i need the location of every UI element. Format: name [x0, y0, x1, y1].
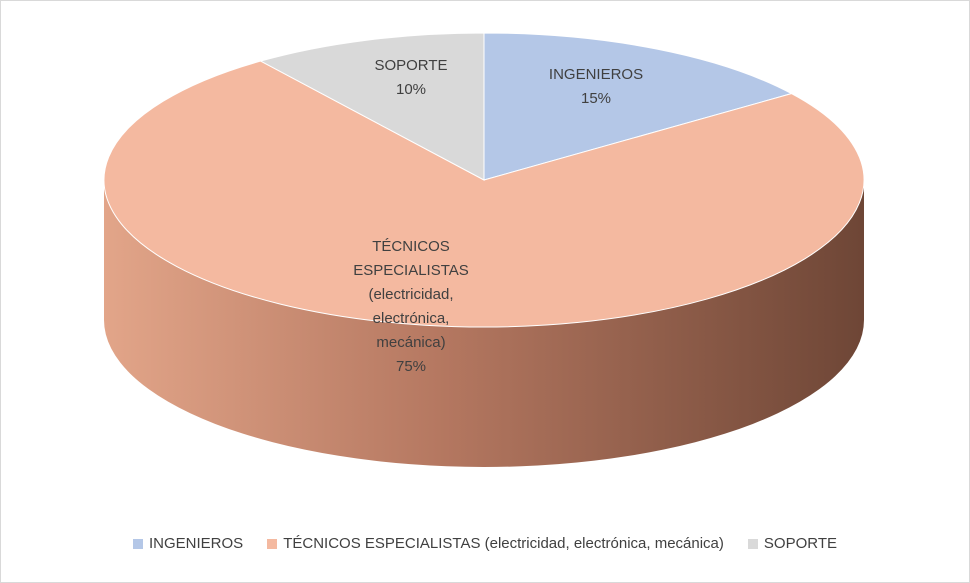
data-label-line: (electricidad,: [368, 286, 453, 303]
data-label-line: ESPECIALISTAS: [353, 262, 469, 279]
data-label-line: 15%: [581, 90, 611, 107]
pie-slices: [103, 32, 865, 328]
data-labels: INGENIEROS 15% TÉCNICOS ESPECIALISTAS (elect…: [353, 57, 643, 375]
legend-swatch-ingenieros: [133, 538, 143, 549]
data-label-line: electrónica,: [373, 310, 450, 327]
data-label-soporte: SOPORTE 10%: [374, 57, 447, 98]
pie-side-tecnicos: [104, 180, 864, 467]
data-label-line: INGENIEROS: [549, 66, 643, 83]
data-label-ingenieros: INGENIEROS 15%: [549, 66, 643, 107]
legend-item-soporte: SOPORTE: [747, 535, 837, 552]
pie-slice-tecnicos: [103, 60, 865, 328]
legend-label-tecnicos: TÉCNICOS ESPECIALISTAS (electricidad, el…: [283, 535, 724, 552]
pie-slice-ingenieros: [483, 32, 793, 181]
legend-swatch-tecnicos: [267, 538, 278, 549]
data-label-line: 75%: [396, 358, 426, 375]
legend-label-ingenieros: INGENIEROS: [149, 535, 244, 552]
pie-slice-soporte: [259, 32, 485, 181]
legend-item-ingenieros: INGENIEROS: [133, 535, 243, 552]
data-label-line: mecánica): [376, 334, 445, 351]
legend-swatch-soporte: [747, 538, 758, 549]
legend-label-soporte: SOPORTE: [763, 535, 837, 552]
legend-item-tecnicos: TÉCNICOS ESPECIALISTAS (electricidad, el…: [267, 535, 724, 552]
pie-sides: [104, 180, 864, 467]
data-label-line: 10%: [396, 81, 426, 98]
data-label-line: SOPORTE: [374, 57, 447, 74]
legend: INGENIEROS TÉCNICOS ESPECIALISTAS (elect…: [0, 535, 970, 552]
data-label-line: TÉCNICOS: [372, 238, 450, 255]
data-label-tecnicos: TÉCNICOS ESPECIALISTAS (electricidad, elect…: [353, 238, 469, 375]
